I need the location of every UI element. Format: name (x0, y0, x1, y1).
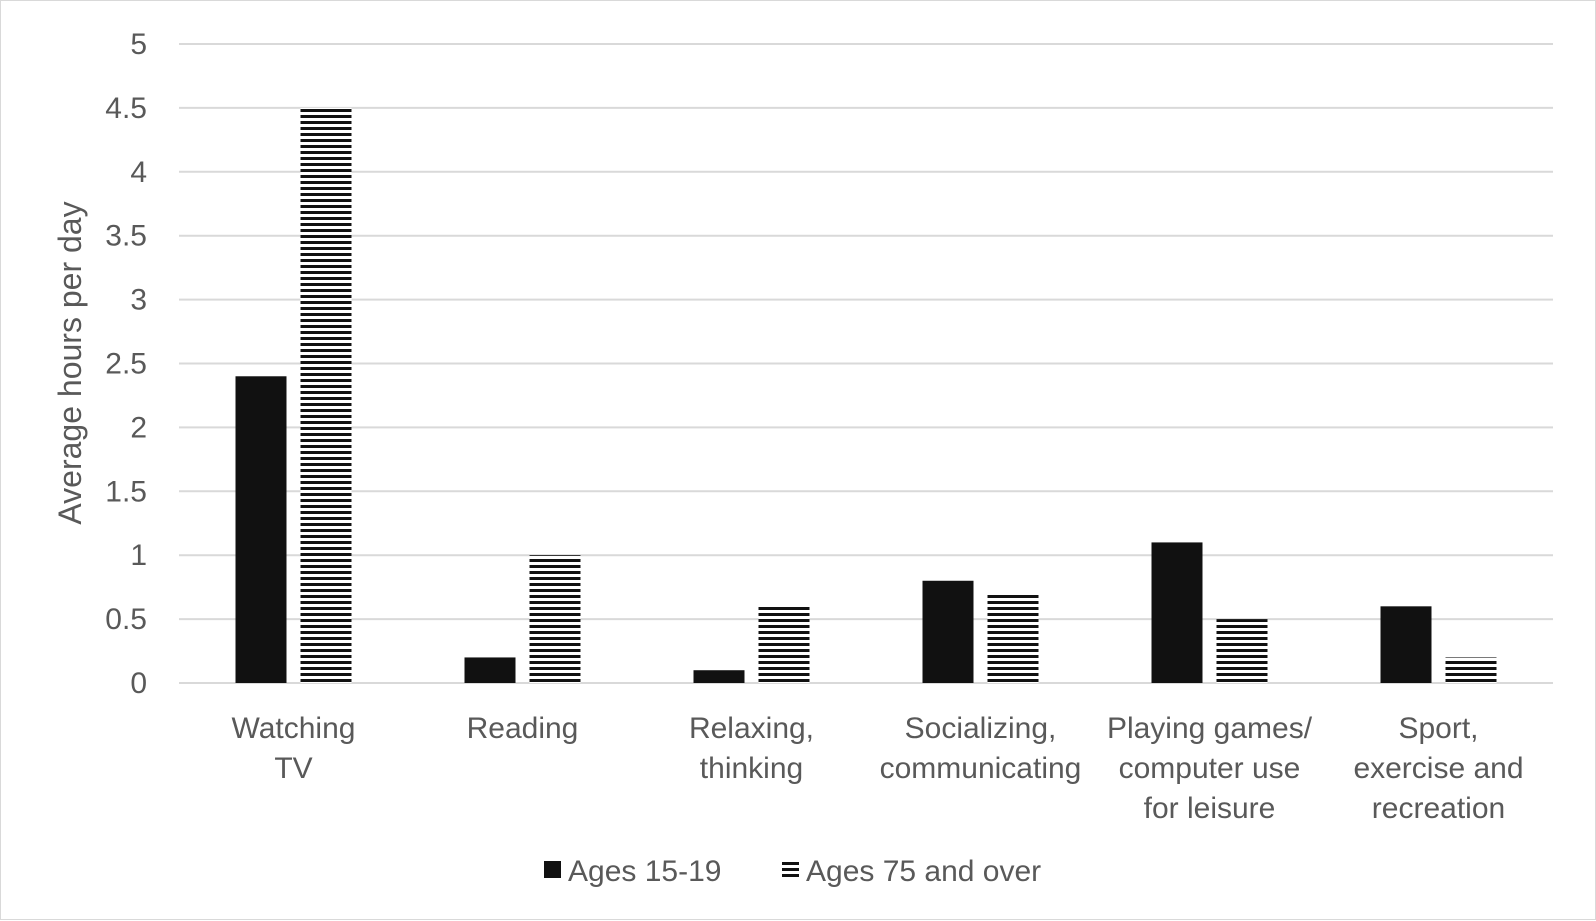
x-category-label: recreation (1372, 792, 1505, 825)
y-tick-label: 4.5 (105, 92, 147, 125)
x-category-label: Playing games/ (1107, 712, 1313, 745)
legend-label: Ages 75 and over (806, 855, 1041, 888)
y-tick-label: 3.5 (105, 220, 147, 253)
y-tick-label: 0.5 (105, 603, 147, 636)
bar-ages-15-19 (235, 376, 287, 683)
x-category-label: thinking (700, 752, 803, 785)
x-category-label: Reading (467, 712, 579, 745)
bars (235, 107, 1497, 683)
legend-swatch-ages-15-19 (544, 861, 561, 878)
legend-swatch-ages-75-and-over (782, 862, 799, 877)
bar-ages-15-19 (922, 580, 974, 683)
y-tick-label: 1 (130, 539, 147, 572)
y-tick-label: 5 (130, 28, 147, 61)
bar-ages-15-19 (693, 670, 745, 683)
legend: Ages 15-19 Ages 75 and over (544, 855, 1041, 888)
bar-ages-15-19 (1151, 542, 1203, 683)
y-tick-label: 2 (130, 411, 147, 444)
y-axis-title: Average hours per day (52, 201, 88, 524)
x-category-label: Relaxing, (689, 712, 814, 745)
y-tick-label: 2.5 (105, 348, 147, 381)
x-category-label: Watching (232, 712, 356, 745)
x-category-label: communicating (880, 752, 1082, 785)
x-category-label: Socializing, (905, 712, 1057, 745)
x-category-label: exercise and (1353, 752, 1523, 785)
y-tick-label: 1.5 (105, 475, 147, 508)
y-tick-label: 0 (130, 667, 147, 700)
bar-ages-15-19 (464, 657, 516, 683)
x-category-label: computer use (1119, 752, 1301, 785)
x-category-label: Sport, (1398, 712, 1478, 745)
y-tick-label: 4 (130, 156, 147, 189)
x-category-label: for leisure (1144, 792, 1276, 825)
y-tick-label: 3 (130, 284, 147, 317)
bar-ages-75-and-over (529, 555, 581, 683)
bar-ages-75-and-over (987, 593, 1039, 683)
x-category-label: TV (274, 752, 312, 785)
y-axis-ticks: 0 0.5 1 1.5 2 2.5 3 3.5 4 4.5 5 (105, 28, 147, 700)
x-axis-category-labels: Watching TV Reading Relaxing, thinking Social… (232, 712, 1524, 825)
legend-label: Ages 15-19 (568, 855, 721, 888)
bar-ages-75-and-over (758, 606, 810, 683)
gridlines (179, 43, 1553, 684)
bar-ages-75-and-over (300, 107, 352, 683)
bar-ages-75-and-over (1216, 619, 1268, 683)
bar-ages-75-and-over (1445, 657, 1497, 683)
bar-ages-15-19 (1380, 606, 1432, 683)
